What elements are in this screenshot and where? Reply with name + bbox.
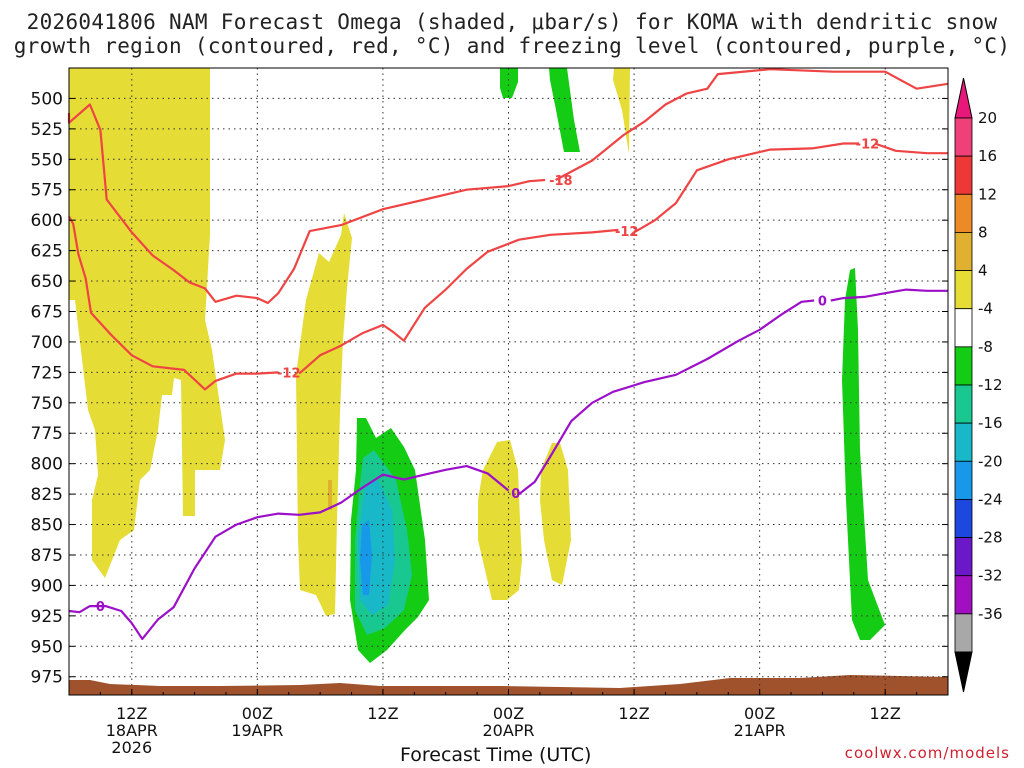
contour-label: -12 [277, 366, 301, 381]
x-tick-label: 00Z [744, 704, 775, 723]
colorbar-label: -16 [978, 414, 1003, 432]
omega-negative-region [500, 68, 518, 98]
x-tick-label: 12Z [116, 704, 147, 723]
y-tick-label: 875 [31, 546, 63, 566]
chart-title-line-1: 2026041806 NAM Forecast Omega (shaded, μ… [26, 10, 998, 34]
colorbar-swatch [954, 346, 973, 386]
isotherm-contours: -18 -12 -12 -12 0 0 0 [67, 68, 949, 641]
colorbar-swatch [954, 308, 973, 348]
colorbar-label: -24 [978, 490, 1003, 508]
contour-label: -18 [549, 174, 573, 189]
colorbar-swatch [954, 613, 973, 653]
colorbar-swatch [954, 575, 973, 615]
chart-title-line-2: growth region (contoured, red, °C) and f… [13, 34, 1011, 58]
colorbar-swatch [954, 155, 973, 195]
x-tick-label: 2026 [111, 738, 152, 757]
x-tick-label: 12Z [870, 704, 901, 723]
colorbar-label: -28 [978, 529, 1003, 547]
y-tick-label: 500 [31, 89, 63, 109]
x-tick-label: 00Z [493, 704, 524, 723]
omega-positive-small [328, 480, 332, 510]
contour-line [633, 142, 860, 234]
y-tick-label: 700 [31, 333, 63, 353]
colorbar-label: -32 [978, 567, 1003, 585]
colorbar-label: 12 [978, 185, 997, 203]
colorbar-swatch [954, 117, 973, 157]
terrain-fill [69, 675, 948, 695]
contour-label: 0 [818, 295, 827, 310]
y-tick-label: 575 [31, 181, 63, 201]
y-tick-label: 775 [31, 424, 63, 444]
y-tick-label: 800 [31, 455, 63, 475]
colorbar-label: 16 [978, 147, 997, 165]
colorbar-swatch [954, 270, 973, 310]
colorbar-top-arrow [954, 77, 973, 119]
credit-text: coolwx.com/models [844, 744, 1010, 762]
colorbar-swatch [954, 422, 973, 462]
colorbar-bottom-arrow [954, 651, 973, 693]
x-tick-label: 00Z [242, 704, 273, 723]
colorbar-label: -36 [978, 605, 1003, 623]
omega-negative-region [549, 68, 580, 152]
y-tick-label: 850 [31, 516, 63, 536]
y-tick-label: 925 [31, 607, 63, 627]
y-tick-label: 825 [31, 485, 63, 505]
grid [69, 68, 948, 695]
contour-line [555, 68, 949, 181]
y-tick-label: 950 [31, 637, 63, 657]
colorbar-label: -12 [978, 376, 1003, 394]
contour-line [68, 465, 510, 641]
y-tick-label: 650 [31, 272, 63, 292]
omega-shading [69, 68, 885, 663]
colorbar-swatch [954, 384, 973, 424]
omega-positive-region [540, 443, 571, 585]
contour-label: -12 [856, 137, 880, 152]
colorbar-label: 20 [978, 109, 997, 127]
y-tick-label: 525 [31, 120, 63, 140]
contour-line [298, 228, 619, 375]
colorbar-label: 8 [978, 223, 988, 241]
colorbar-swatch [954, 537, 973, 577]
y-tick-label: 975 [31, 668, 63, 688]
y-tick-label: 600 [31, 211, 63, 231]
x-tick-label: 12Z [367, 704, 398, 723]
x-tick-label: 18APR [106, 721, 158, 740]
colorbar-label: -20 [978, 452, 1003, 470]
contour-line [830, 288, 948, 302]
contour-label: 0 [96, 600, 105, 615]
omega-negative-region [360, 520, 372, 595]
y-axis: 500 525 550 575 600 625 650 675 700 725 750 775 800 8… [31, 89, 948, 688]
y-tick-label: 550 [31, 150, 63, 170]
y-tick-label: 900 [31, 576, 63, 596]
y-tick-label: 625 [31, 242, 63, 262]
colorbar: 20 16 12 8 4 -4 -8 -12 -16 -20 -24 -28 -32 -36 [954, 77, 1003, 693]
contour-label: -12 [615, 225, 639, 240]
contour-line [518, 299, 815, 495]
omega-negative-region [842, 268, 885, 640]
contour-line [68, 215, 279, 391]
x-tick-label: 19APR [231, 721, 283, 740]
colorbar-label: -8 [978, 338, 993, 356]
x-tick-label: 21APR [734, 721, 786, 740]
colorbar-swatch [954, 460, 973, 500]
y-tick-label: 750 [31, 394, 63, 414]
colorbar-swatch [954, 193, 973, 233]
contour-line [874, 142, 948, 155]
omega-positive-region [69, 68, 225, 578]
x-tick-label: 20APR [482, 721, 534, 740]
colorbar-label: -4 [978, 300, 993, 318]
contour-line [67, 103, 546, 305]
contour-label: 0 [511, 487, 520, 502]
x-tick-label: 12Z [618, 704, 649, 723]
y-tick-label: 725 [31, 363, 63, 383]
x-axis-label: Forecast Time (UTC) [400, 744, 592, 766]
colorbar-swatch [954, 499, 973, 538]
omega-positive-region [478, 440, 522, 600]
y-tick-label: 675 [31, 302, 63, 322]
colorbar-label: 4 [978, 262, 988, 280]
colorbar-swatch [954, 232, 973, 271]
omega-positive-region [296, 213, 352, 616]
